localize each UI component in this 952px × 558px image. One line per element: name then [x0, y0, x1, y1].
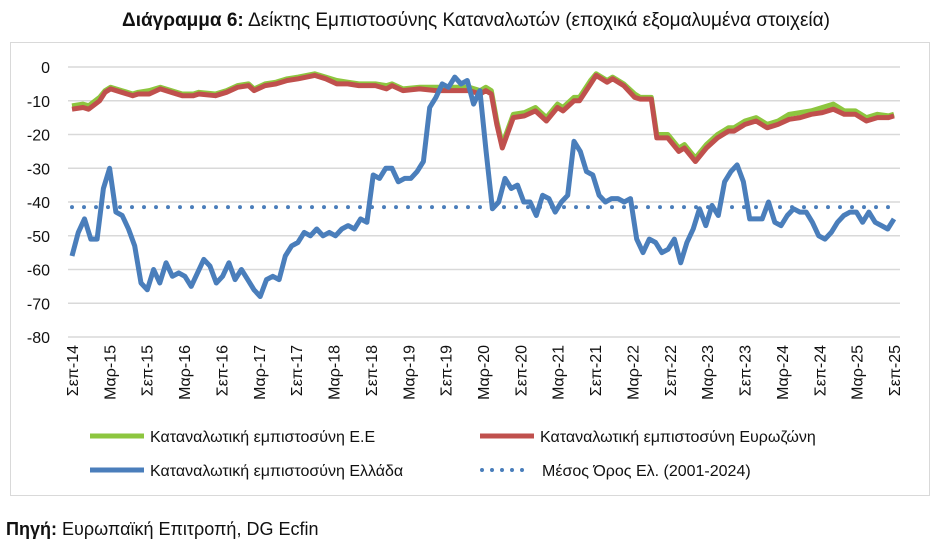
- y-tick-label: -30: [27, 161, 50, 178]
- x-tick-label: Σεπ-20: [513, 345, 530, 396]
- x-tick-label: Μαρ-15: [102, 345, 119, 400]
- x-tick-label: Μαρ-23: [700, 345, 717, 400]
- x-tick-label: Σεπ-23: [738, 345, 755, 396]
- x-tick-label: Μαρ-20: [476, 345, 493, 400]
- source-text: Ευρωπαϊκή Επιτροπή, DG Ecfin: [62, 519, 319, 539]
- x-tick-label: Σεπ-15: [140, 345, 157, 396]
- x-tick-label: Μαρ-18: [327, 345, 344, 400]
- legend-label: Μέσος Όρος Ελ. (2001-2024): [542, 463, 751, 480]
- y-tick-label: -70: [27, 296, 50, 313]
- x-tick-label: Μαρ-19: [401, 345, 418, 400]
- y-tick-label: -10: [27, 94, 50, 111]
- x-tick-label: Σεπ-22: [663, 345, 680, 396]
- source-label: Πηγή:: [6, 519, 57, 539]
- chart-frame: [10, 42, 930, 496]
- y-tick-label: -20: [27, 128, 50, 145]
- legend-label: Καταναλωτική εμπιστοσύνη Ελλάδα: [150, 463, 403, 480]
- x-tick-label: Μαρ-17: [252, 345, 269, 400]
- x-tick-label: Μαρ-25: [850, 345, 867, 400]
- chart-title: Διάγραμμα 6: Δείκτης Εμπιστοσύνης Κατανα…: [0, 10, 952, 32]
- y-tick-label: -50: [27, 229, 50, 246]
- source-note: Πηγή: Ευρωπαϊκή Επιτροπή, DG Ecfin: [6, 519, 318, 540]
- x-tick-label: Σεπ-25: [887, 345, 904, 396]
- legend-label: Καταναλωτική εμπιστοσύνη Ε.Ε: [150, 429, 375, 446]
- series-line-1: [71, 72, 895, 164]
- x-tick-label: Σεπ-21: [588, 345, 605, 396]
- x-tick-label: Σεπ-14: [65, 345, 82, 396]
- x-tick-label: Σεπ-19: [439, 345, 456, 396]
- series-line-2: [69, 74, 897, 299]
- legend-label: Καταναλωτική εμπιστοσύνη Ευρωζώνη: [540, 429, 816, 446]
- x-tick-label: Σεπ-17: [289, 345, 306, 396]
- y-tick-label: -60: [27, 263, 50, 280]
- y-tick-label: 0: [41, 60, 50, 77]
- x-tick-label: Μαρ-24: [775, 345, 792, 400]
- x-tick-label: Σεπ-24: [812, 345, 829, 396]
- x-tick-label: Μαρ-21: [551, 345, 568, 400]
- chart-title-text: Δείκτης Εμπιστοσύνης Καταναλωτών (εποχικ…: [247, 10, 830, 31]
- x-tick-label: Μαρ-22: [625, 345, 642, 400]
- x-tick-label: Σεπ-18: [364, 345, 381, 396]
- x-tick-label: Σεπ-16: [214, 345, 231, 396]
- y-tick-label: -80: [27, 330, 50, 347]
- x-tick-label: Μαρ-16: [177, 345, 194, 400]
- y-tick-label: -40: [27, 195, 50, 212]
- chart-title-number: Διάγραμμα 6:: [122, 10, 244, 31]
